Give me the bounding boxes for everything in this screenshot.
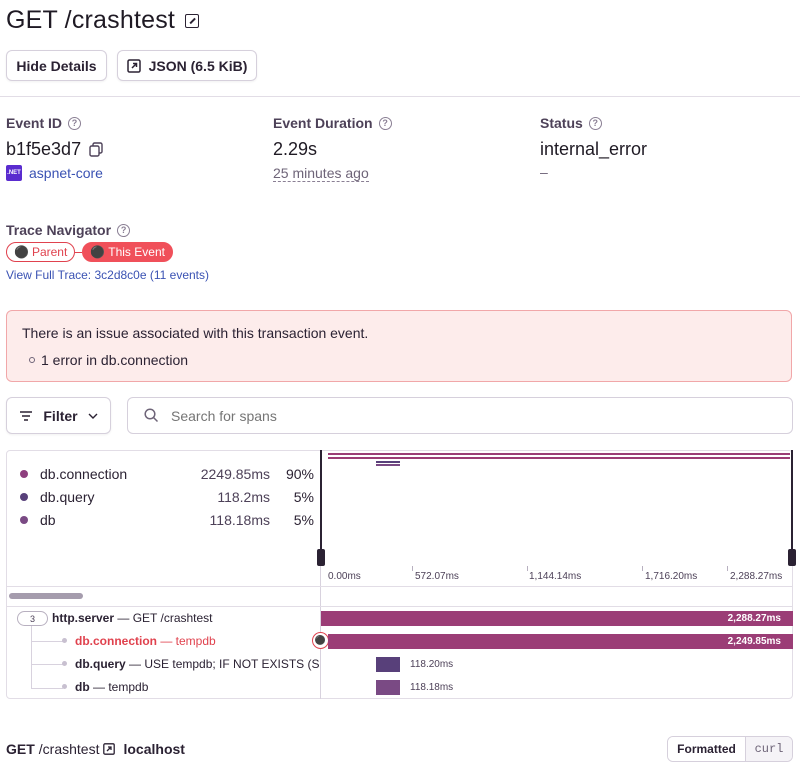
span-panel <box>6 450 793 699</box>
span-label: db.connection — tempdb <box>75 634 216 648</box>
axis-tick: 2,288.27ms <box>730 571 783 582</box>
op-row: db.query 118.2ms 5% <box>20 489 314 505</box>
time-ago[interactable]: 25 minutes ago <box>273 165 369 182</box>
help-icon[interactable]: ? <box>378 116 392 130</box>
span-label: db — tempdb <box>75 680 149 694</box>
chevron-down-icon <box>88 413 98 419</box>
bullet-icon <box>29 357 35 363</box>
op-row: db 118.18ms 5% <box>20 512 314 528</box>
span-row[interactable]: db.query — USE tempdb; IF NOT EXISTS (SE… <box>6 653 793 676</box>
help-icon[interactable]: ? <box>117 223 131 237</box>
span-bar[interactable] <box>376 657 400 672</box>
fire-icon: ⚫ <box>14 245 29 259</box>
span-duration: 118.20ms <box>410 659 454 670</box>
formatted-option[interactable]: Formatted <box>668 737 746 761</box>
span-label: db.query — USE tempdb; IF NOT EXISTS (SE… <box>75 657 320 671</box>
minimap-right-edge <box>791 450 793 566</box>
span-bar[interactable] <box>321 611 793 626</box>
request-line: GET /crashtest localhost <box>6 741 185 757</box>
span-duration: 2,249.85ms <box>727 636 781 647</box>
tick-mark <box>412 566 413 571</box>
error-fire-icon[interactable]: ⚫ <box>312 632 329 649</box>
span-label: http.server — GET /crashtest <box>52 611 213 625</box>
copy-icon[interactable] <box>89 142 103 157</box>
dotnet-icon: .NET <box>6 165 22 181</box>
duration-label: Event Duration? <box>273 115 392 131</box>
event-id-label: Event ID? <box>6 115 82 131</box>
span-row[interactable]: db.connection — tempdb ⚫ 2,249.85ms <box>6 630 793 653</box>
this-event-pill[interactable]: ⚫ This Event <box>82 242 173 262</box>
format-toggle[interactable]: Formatted curl <box>667 736 793 762</box>
curl-option[interactable]: curl <box>746 737 792 761</box>
page-title: GET /crashtest <box>6 6 200 35</box>
help-icon[interactable]: ? <box>68 116 82 130</box>
json-button[interactable]: JSON (6.5 KiB) <box>117 50 257 81</box>
event-id: b1f5e3d7 <box>6 139 103 160</box>
span-count-badge[interactable]: 3 <box>17 611 48 626</box>
span-row[interactable]: db — tempdb 118.18ms <box>6 676 793 699</box>
hide-details-button[interactable]: Hide Details <box>6 50 107 81</box>
minimap-left-handle[interactable] <box>317 549 325 566</box>
external-link-icon[interactable] <box>103 743 116 755</box>
search-input[interactable] <box>171 407 771 424</box>
axis-tick: 572.07ms <box>415 571 459 582</box>
tree-line <box>31 664 63 665</box>
minimap-left-edge <box>320 450 322 566</box>
span-duration: 2,288.27ms <box>727 613 781 624</box>
help-icon[interactable]: ? <box>588 116 602 130</box>
op-dot <box>20 493 28 501</box>
span-search[interactable] <box>127 397 793 434</box>
op-row: db.connection 2249.85ms 90% <box>20 466 314 482</box>
issue-alert: There is an issue associated with this t… <box>6 310 792 382</box>
axis-tick: 0.00ms <box>328 571 361 582</box>
open-icon <box>126 58 141 73</box>
search-icon <box>144 408 159 423</box>
tick-mark <box>527 566 528 571</box>
sdk-link[interactable]: aspnet-core <box>29 165 103 181</box>
trace-navigator: ⚫ Parent ⚫ This Event <box>6 242 173 262</box>
filter-icon <box>20 410 33 421</box>
external-link-icon[interactable] <box>185 13 200 28</box>
horizontal-scrollbar[interactable] <box>9 593 83 599</box>
op-dot <box>20 470 28 478</box>
view-full-trace-link[interactable]: View Full Trace: 3c2d8c0e (11 events) <box>6 268 209 282</box>
alert-message: There is an issue associated with this t… <box>22 325 369 341</box>
header-divider <box>0 96 800 97</box>
op-dot <box>20 516 28 524</box>
span-bar[interactable] <box>376 680 400 695</box>
span-node-dot <box>62 661 67 666</box>
trace-navigator-label: Trace Navigator? <box>6 222 131 238</box>
tick-mark <box>642 566 643 571</box>
status-value: internal_error <box>540 139 648 159</box>
minimap-span <box>376 461 400 463</box>
panel-divider <box>6 586 793 587</box>
minimap-span <box>328 457 790 459</box>
panel-divider <box>6 606 793 607</box>
tick-mark <box>727 566 728 571</box>
minimap-span <box>376 464 400 466</box>
event-duration: 2.29s <box>273 139 318 159</box>
panel-splitter[interactable] <box>320 450 321 699</box>
parent-pill[interactable]: ⚫ Parent <box>6 242 76 262</box>
minimap-right-handle[interactable] <box>788 549 796 566</box>
axis-tick: 1,716.20ms <box>645 571 698 582</box>
span-row[interactable]: 3 http.server — GET /crashtest 2,288.27m… <box>6 607 793 630</box>
tree-line <box>31 625 32 689</box>
status-sub: – <box>540 164 548 180</box>
minimap-span <box>328 453 790 455</box>
tree-line <box>31 688 63 689</box>
sdk: .NET aspnet-core <box>6 165 103 181</box>
axis-tick: 1,144.14ms <box>529 571 582 582</box>
fire-icon: ⚫ <box>90 245 106 259</box>
connector <box>75 251 83 253</box>
alert-item: 1 error in db.connection <box>29 352 188 368</box>
filter-button[interactable]: Filter <box>6 397 111 434</box>
tree-line <box>31 641 63 642</box>
span-node-dot <box>62 638 67 643</box>
status-label: Status? <box>540 115 602 131</box>
span-duration: 118.18ms <box>410 682 454 693</box>
span-node-dot <box>62 684 67 689</box>
span-bar[interactable] <box>328 634 793 649</box>
